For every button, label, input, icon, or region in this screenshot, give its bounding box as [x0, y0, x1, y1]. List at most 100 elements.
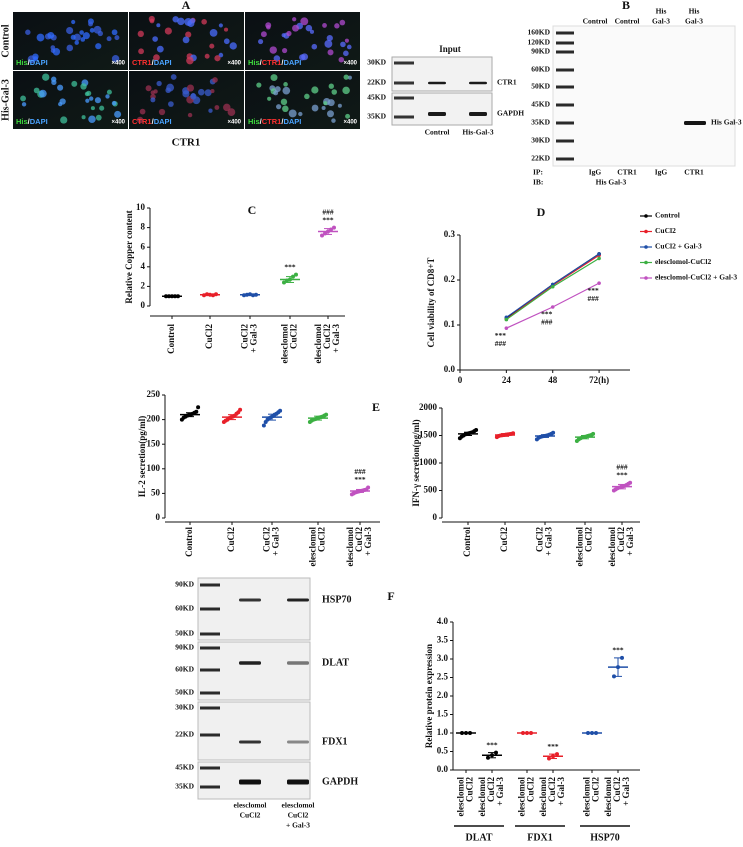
significance: *** [284, 262, 296, 271]
ib-label: IB: [533, 178, 543, 187]
cell [114, 110, 122, 118]
image-label-part: CTR1 [132, 117, 152, 126]
cell [280, 98, 288, 106]
band [239, 598, 261, 602]
cell [47, 31, 55, 39]
y-tick-label: 3.5 [437, 635, 449, 645]
cell [334, 23, 340, 29]
cell [345, 113, 351, 119]
cell [331, 89, 338, 95]
cell [204, 53, 210, 59]
cell [71, 19, 76, 25]
x-tick-label: + Gal-3 [556, 777, 566, 806]
cell [256, 82, 262, 88]
column-label: His [656, 7, 667, 16]
bottom-label: CTR1 [172, 137, 201, 149]
cell [52, 48, 61, 56]
legend-marker [644, 229, 648, 234]
lane-label: CuCl2 [240, 811, 261, 820]
marker-label: 22KD [531, 154, 550, 163]
significance: ### [322, 207, 334, 216]
cell [326, 34, 333, 42]
column-label: Gal-3 [685, 17, 703, 26]
x-tick-label: CuCl2 [499, 527, 509, 553]
significance: *** [354, 475, 366, 484]
panel-label: E [372, 400, 380, 414]
x-tick-label: + Gal-3 [271, 527, 281, 556]
x-tick-label: elesclomol [456, 777, 466, 817]
cell [150, 97, 156, 103]
significance: ### [616, 463, 628, 472]
column-label: Control [615, 17, 640, 26]
marker-label: 45KD [531, 100, 550, 109]
legend-label: elesclomol-CuCl2 [655, 257, 711, 266]
magnification: ×400 [343, 61, 357, 67]
significance: *** [616, 471, 628, 480]
image-label-part: DAPI [154, 58, 172, 67]
cell [227, 108, 236, 117]
cell [276, 104, 282, 110]
x-tick-label: CuCl2 [226, 527, 236, 553]
cell [189, 18, 196, 24]
x-tick-label: + Gal-3 [249, 324, 259, 353]
y-tick-label: 1000 [419, 457, 438, 467]
marker-label: 30KD [367, 58, 386, 67]
image-label-part: / [281, 117, 284, 126]
cell [190, 93, 197, 100]
x-tick-label: Control [184, 527, 194, 557]
group-label: DLAT [465, 832, 492, 843]
cell [156, 45, 164, 53]
cell [343, 50, 349, 57]
cell [327, 49, 334, 56]
y-tick-label: 2.5 [437, 672, 449, 682]
significance: *** [547, 742, 559, 751]
cell [282, 105, 289, 113]
legend-label: Control [655, 211, 680, 220]
y-tick-label: 0 [156, 512, 161, 522]
cell [331, 118, 336, 123]
x-tick-label: 24 [502, 375, 512, 385]
ip-item: CTR1 [684, 168, 704, 177]
ip-item: CTR1 [617, 168, 637, 177]
data-point [261, 423, 266, 428]
y-tick-label: 0.2 [444, 274, 456, 284]
column-label: His [689, 7, 700, 16]
cell [281, 47, 288, 54]
significance: *** [541, 310, 553, 319]
marker-label: 160KD [528, 28, 551, 37]
x-tick-label: elesclomol [603, 777, 613, 817]
significance: *** [322, 215, 334, 224]
cell [156, 80, 162, 87]
cell [218, 23, 223, 28]
panel-label: A [182, 0, 191, 12]
row-label: His-Gal-3 [0, 79, 11, 121]
image-label-part: / [28, 58, 31, 67]
x-tick-label: elesclomol [280, 324, 290, 364]
marker-label: 50KD [531, 82, 550, 91]
cell [311, 104, 319, 112]
band-label: CTR1 [497, 78, 517, 87]
series-point [504, 317, 509, 322]
y-axis-label: IFN-γ secretion(pg/ml) [411, 419, 421, 506]
ladder-band [556, 31, 574, 35]
y-tick-label: 8 [141, 222, 146, 232]
cell [66, 44, 74, 52]
data-point [196, 405, 201, 410]
cell [105, 94, 110, 99]
cell [57, 84, 64, 91]
cell [273, 55, 281, 62]
significance: *** [612, 646, 624, 655]
cell [324, 39, 333, 48]
x-tick-label: elesclomol [582, 777, 592, 817]
marker-label: 90KD [175, 580, 194, 589]
x-tick-label: elesclomol [313, 324, 323, 364]
cell [258, 39, 264, 45]
band [469, 81, 487, 85]
cell [85, 98, 90, 103]
legend-marker [644, 260, 648, 265]
cell [170, 74, 177, 80]
data-point [238, 407, 243, 412]
cell [328, 83, 334, 89]
x-tick-label: CuCl2 [591, 777, 601, 803]
cell [164, 27, 172, 35]
